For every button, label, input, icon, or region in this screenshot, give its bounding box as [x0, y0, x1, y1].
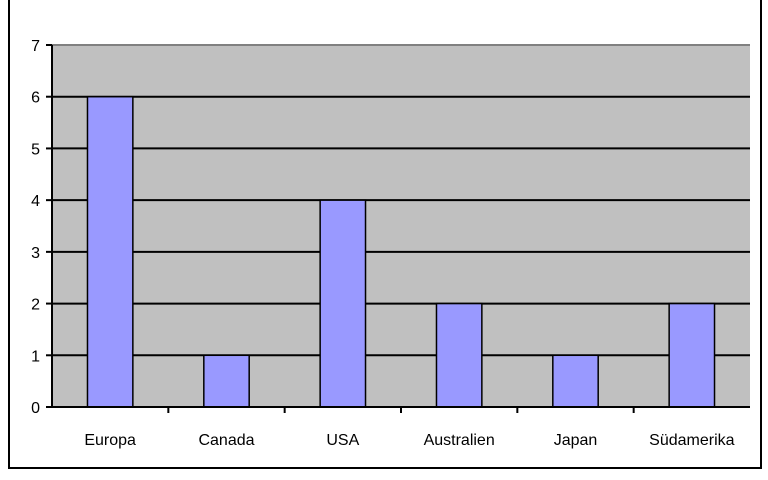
bar-südamerika — [668, 302, 716, 408]
y-tick-label: 6 — [31, 90, 40, 107]
x-tick-label: Japan — [554, 432, 598, 449]
bar-canada — [203, 354, 250, 408]
x-tick-label: Südamerika — [649, 432, 734, 449]
chart-frame — [8, 0, 762, 469]
bar-usa — [319, 199, 367, 408]
x-tick-label: Canada — [198, 432, 254, 449]
y-tick-label: 5 — [31, 141, 40, 158]
plot-area — [52, 45, 750, 407]
y-tick-label: 1 — [31, 348, 40, 365]
bar-europa — [86, 95, 134, 408]
bar-australien — [435, 302, 483, 408]
y-tick-label: 7 — [31, 38, 40, 55]
x-tick-label: USA — [326, 432, 359, 449]
y-tick-label: 4 — [31, 193, 40, 210]
x-tick-label: Australien — [424, 432, 495, 449]
y-tick-label: 3 — [31, 245, 40, 262]
y-tick-label: 2 — [31, 297, 40, 314]
bar-japan — [552, 354, 599, 408]
x-tick-label: Europa — [84, 432, 136, 449]
y-tick-label: 0 — [31, 400, 40, 417]
